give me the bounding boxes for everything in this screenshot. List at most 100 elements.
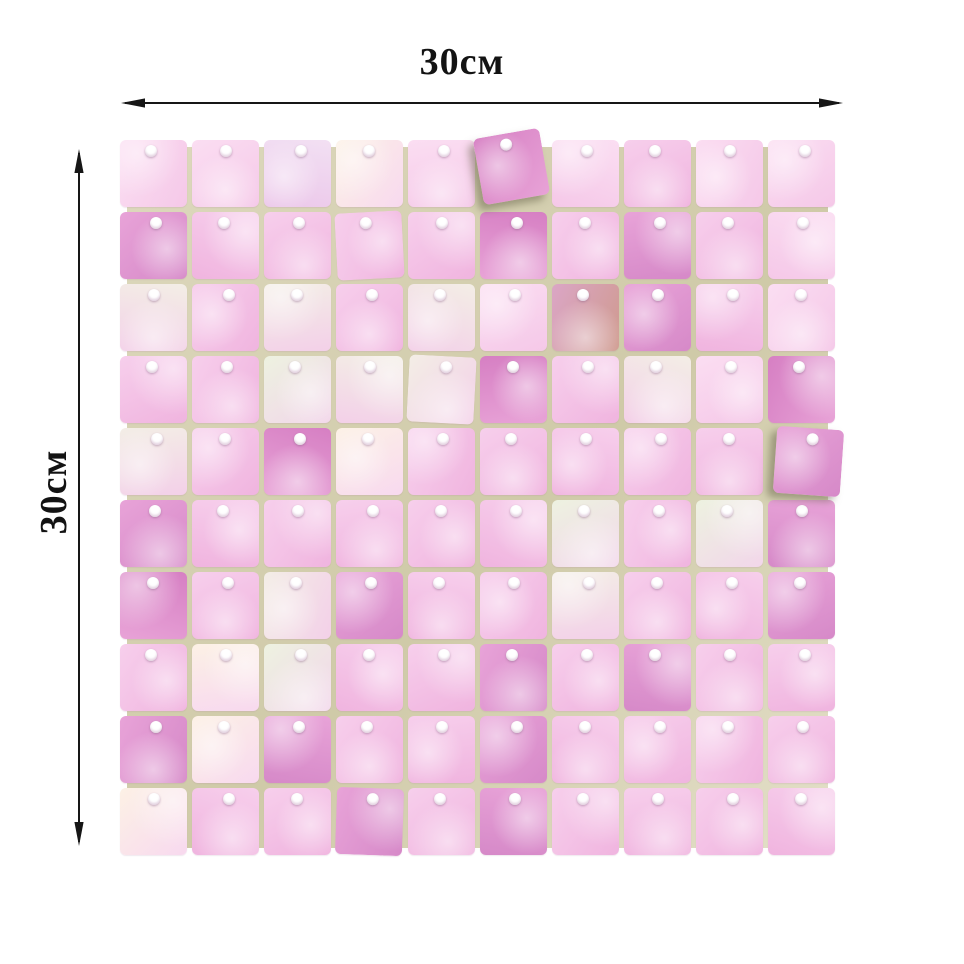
pin-icon [437,145,450,157]
pin-icon [721,721,734,733]
sequin-tile [624,572,691,639]
pin-icon [435,721,448,733]
sequin-tile [768,788,835,855]
sequin-tile [552,140,619,207]
pin-icon [504,433,517,445]
sequin-tile [624,140,691,207]
pin-icon [653,217,666,229]
sequin-tile [480,788,547,855]
sequin-tile [336,716,403,783]
pin-icon [723,649,736,661]
sequin-tile [264,500,331,567]
sequin-tile [192,212,259,279]
width-arrow-head-right [819,98,843,108]
pin-icon [648,145,661,157]
pin-icon [505,649,518,661]
sequin-tile [336,356,403,423]
sequin-tile [408,284,475,351]
sequin-tile [552,428,619,495]
sequin-tile [120,572,187,639]
pin-icon [510,217,523,229]
sequin-tile [472,127,551,206]
sequin-tile [192,572,259,639]
pin-icon [726,793,739,805]
sequin-tile [120,284,187,351]
pin-icon [648,649,661,661]
pin-icon [294,649,307,661]
sequin-tile [480,212,547,279]
sequin-tile [408,212,475,279]
sequin-tile [696,140,763,207]
pin-icon [292,217,305,229]
height-arrow-head-top [74,149,84,173]
pin-icon [653,721,666,733]
height-arrow-head-bottom [74,822,84,846]
pin-icon [144,649,157,661]
pin-icon [651,289,664,301]
sequin-tile [624,500,691,567]
sequin-tile [768,716,835,783]
sequin-tile [264,428,331,495]
sequin-panel [120,127,845,857]
sequin-tile [120,140,187,207]
pin-icon [577,505,590,517]
sequin-tile [696,356,763,423]
sequin-tile [264,140,331,207]
pin-icon [580,145,593,157]
sequin-tile [408,428,475,495]
pin-icon [364,577,377,589]
pin-icon [434,505,447,517]
sequin-tile [696,500,763,567]
sequin-tile [336,500,403,567]
sequin-tile [264,284,331,351]
pin-icon [798,145,811,157]
sequin-tile [768,212,835,279]
sequin-tile [408,644,475,711]
sequin-tile [336,140,403,207]
sequin-tile [120,356,187,423]
pin-icon [576,793,589,805]
sequin-tile [624,788,691,855]
sequin-tile [696,212,763,279]
pin-icon [222,793,235,805]
pin-icon [366,505,379,517]
pin-icon [362,145,375,157]
sequin-tile [480,356,547,423]
sequin-tile [406,354,477,425]
sequin-tile [192,644,259,711]
pin-icon [506,361,519,373]
sequin-tile [696,284,763,351]
pin-icon [147,289,160,301]
sequin-tile [552,716,619,783]
pin-icon [219,649,232,661]
pin-icon [436,433,449,445]
pin-icon [796,721,809,733]
pin-icon [578,217,591,229]
sequin-tile [192,284,259,351]
pin-icon [293,433,306,445]
pin-icon [580,649,593,661]
sequin-tile [120,500,187,567]
sequin-tile [264,716,331,783]
sequin-tile [120,428,187,495]
sequin-tile [552,572,619,639]
pin-icon [294,145,307,157]
sequin-tile [264,644,331,711]
sequin-tile [768,500,835,567]
sequin-tile [264,788,331,855]
pin-icon [582,577,595,589]
pin-icon [509,505,522,517]
pin-icon [221,577,234,589]
sequin-tile [696,644,763,711]
sequin-tile [552,212,619,279]
sequin-tile [192,428,259,495]
sequin-tile [624,644,691,711]
pin-icon [150,433,163,445]
sequin-tile [768,572,835,639]
pin-icon [576,289,589,301]
sequin-tile [120,716,187,783]
sequin-tile [696,788,763,855]
sequin-tile [192,140,259,207]
pin-icon [288,361,301,373]
